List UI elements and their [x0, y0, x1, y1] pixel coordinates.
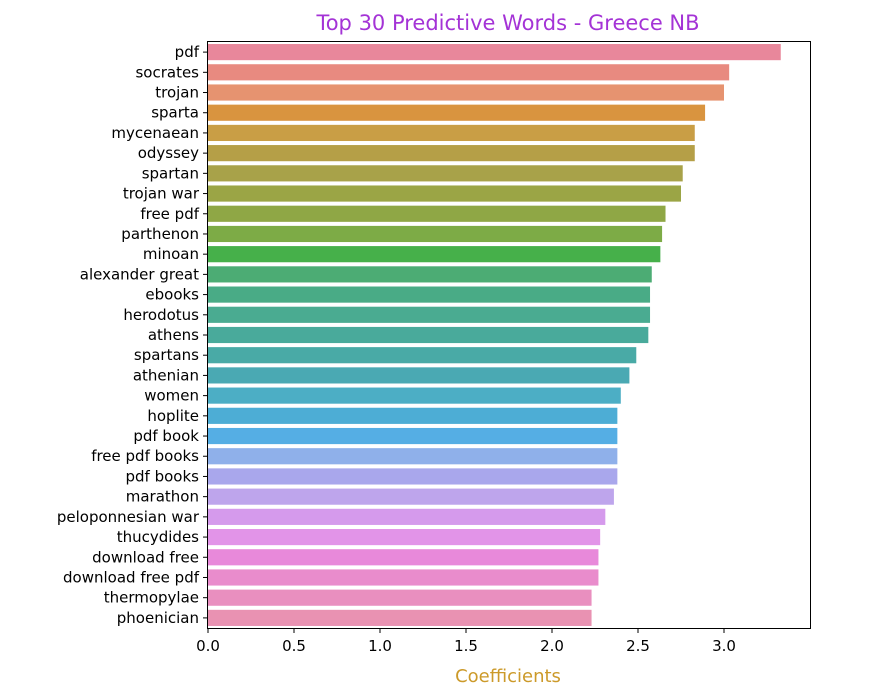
y-axis-ticks: pdf socrates trojan sparta mycenaean odyssey s…	[57, 43, 208, 627]
x-tick-label: 2.0	[540, 637, 564, 655]
y-tick-label: pdf book	[133, 427, 199, 445]
y-tick-label: download free pdf	[63, 568, 200, 586]
y-tick-label: athens	[148, 326, 199, 344]
y-tick-label: trojan	[155, 84, 199, 102]
y-tick-label: pdf	[175, 43, 200, 61]
plot-frame	[207, 41, 811, 629]
bar-3	[208, 104, 706, 121]
y-tick-label: odyssey	[138, 144, 199, 162]
bar-19	[208, 427, 618, 445]
bar-21	[208, 468, 618, 485]
y-tick-label: athenian	[133, 366, 199, 384]
y-tick-label: socrates	[135, 63, 199, 81]
y-tick-label: thermopylae	[104, 589, 199, 607]
y-tick-label: minoan	[143, 245, 199, 263]
bar-5	[208, 145, 695, 162]
bar-4	[208, 124, 695, 142]
bar-24	[208, 528, 601, 546]
bar-27	[208, 589, 592, 606]
x-tick-label: 3.0	[712, 637, 736, 655]
bars-group	[208, 44, 781, 626]
y-tick-label: spartans	[134, 346, 199, 364]
y-tick-label: marathon	[126, 488, 199, 506]
y-tick-label: download free	[92, 548, 199, 566]
y-tick-label: alexander great	[80, 265, 199, 283]
bar-12	[208, 286, 651, 303]
y-tick-label: sparta	[151, 104, 199, 122]
bar-0	[208, 44, 781, 61]
y-tick-label: pdf books	[126, 467, 200, 485]
y-tick-label: thucydides	[117, 528, 199, 546]
bar-2	[208, 84, 724, 101]
y-tick-label: ebooks	[145, 286, 199, 304]
y-tick-label: peloponnesian war	[57, 508, 200, 526]
bar-11	[208, 266, 652, 283]
y-tick-label: trojan war	[123, 185, 200, 203]
bar-13	[208, 306, 651, 323]
bar-23	[208, 508, 606, 525]
y-tick-label: spartan	[142, 164, 199, 182]
y-tick-label: hoplite	[147, 407, 199, 425]
x-tick-label: 1.5	[454, 637, 478, 655]
bar-18	[208, 407, 618, 424]
x-tick-label: 0.5	[282, 637, 306, 655]
x-tick-label: 2.5	[626, 637, 650, 655]
x-tick-label: 1.0	[368, 637, 392, 655]
x-axis-ticks: 0.0 0.5 1.0 1.5 2.0 2.5 3.0	[196, 628, 736, 655]
y-tick-label: mycenaean	[111, 124, 199, 142]
bar-9	[208, 225, 663, 243]
y-tick-label: free pdf	[140, 205, 199, 223]
x-axis-label: Coefficients	[455, 666, 561, 687]
bar-10	[208, 246, 661, 263]
bar-1	[208, 64, 730, 81]
bar-6	[208, 165, 683, 182]
y-tick-label: free pdf books	[91, 447, 199, 465]
bar-7	[208, 185, 681, 202]
bar-14	[208, 326, 649, 344]
chart-title: Top 30 Predictive Words - Greece NB	[315, 11, 699, 35]
bar-20	[208, 448, 618, 465]
x-tick-label: 0.0	[196, 637, 220, 655]
bar-26	[208, 569, 599, 586]
bar-16	[208, 367, 630, 384]
bar-25	[208, 549, 599, 566]
bar-17	[208, 387, 621, 404]
bar-15	[208, 347, 637, 364]
y-tick-label: parthenon	[121, 225, 199, 243]
bar-22	[208, 488, 614, 505]
y-tick-label: women	[144, 387, 199, 405]
bar-8	[208, 205, 666, 222]
y-tick-label: phoenician	[117, 609, 199, 627]
bar-28	[208, 609, 592, 626]
y-tick-label: herodotus	[123, 306, 199, 324]
